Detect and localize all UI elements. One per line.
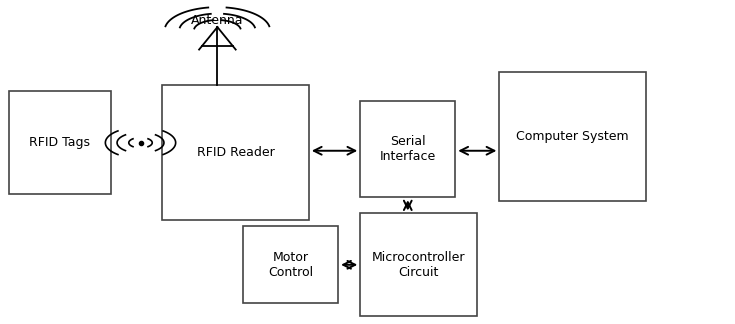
Bar — [162, 85, 309, 220]
Text: Computer System: Computer System — [516, 130, 629, 143]
Text: Serial
Interface: Serial Interface — [380, 135, 436, 163]
Text: RFID Tags: RFID Tags — [29, 136, 90, 149]
Text: RFID Reader: RFID Reader — [197, 146, 275, 159]
Bar — [360, 101, 456, 197]
Text: Antenna: Antenna — [191, 14, 243, 27]
Bar — [9, 91, 111, 194]
Bar — [499, 72, 646, 201]
Text: Microcontroller
Circuit: Microcontroller Circuit — [372, 251, 465, 279]
Text: Motor
Control: Motor Control — [268, 251, 313, 279]
Bar — [243, 226, 338, 303]
Bar — [360, 214, 477, 316]
